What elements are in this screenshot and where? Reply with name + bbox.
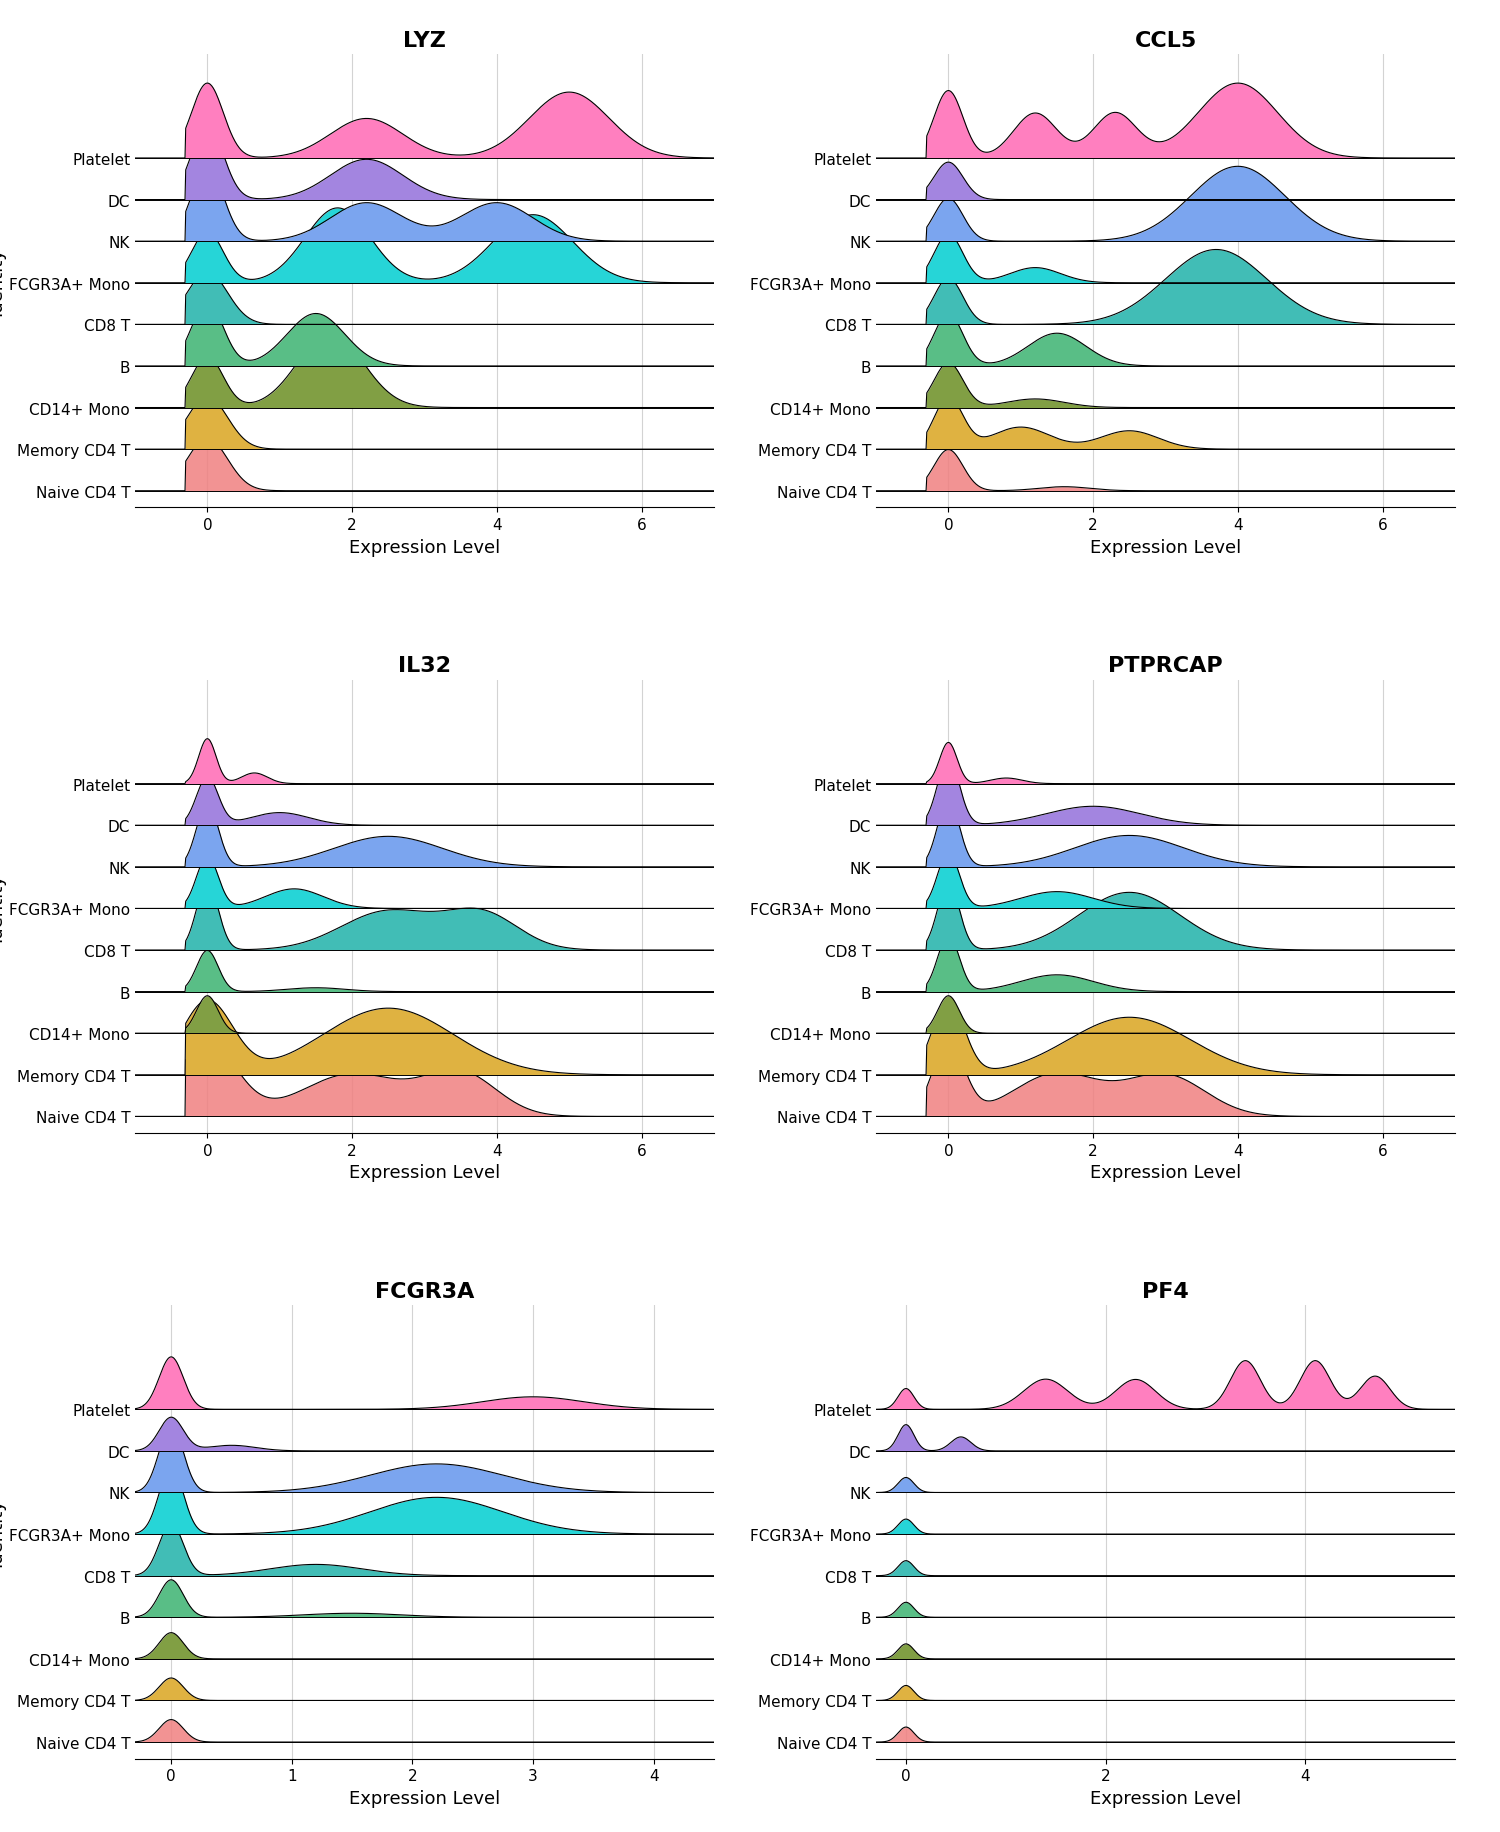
Title: LYZ: LYZ (404, 31, 445, 51)
Title: PF4: PF4 (1142, 1281, 1190, 1301)
X-axis label: Expression Level: Expression Level (1090, 1790, 1240, 1806)
Title: FCGR3A: FCGR3A (375, 1281, 474, 1301)
Y-axis label: Identity: Identity (0, 872, 4, 942)
X-axis label: Expression Level: Expression Level (1090, 1163, 1240, 1182)
X-axis label: Expression Level: Expression Level (350, 539, 500, 557)
Y-axis label: Identity: Identity (0, 1499, 4, 1566)
Title: CCL5: CCL5 (1134, 31, 1197, 51)
Y-axis label: Identity: Identity (0, 247, 4, 315)
X-axis label: Expression Level: Expression Level (1090, 539, 1240, 557)
Title: IL32: IL32 (398, 656, 451, 676)
Title: PTPRCAP: PTPRCAP (1108, 656, 1222, 676)
X-axis label: Expression Level: Expression Level (350, 1163, 500, 1182)
X-axis label: Expression Level: Expression Level (350, 1790, 500, 1806)
